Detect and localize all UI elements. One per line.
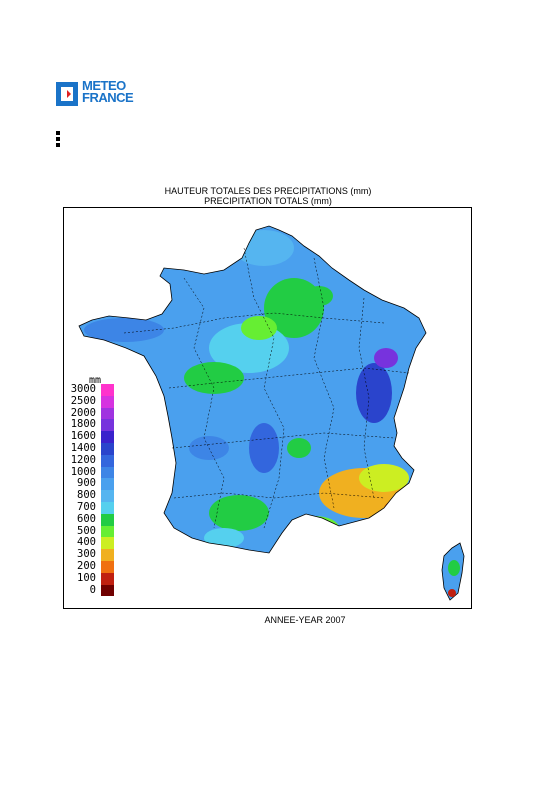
legend-unit: mm bbox=[89, 375, 102, 386]
legend-swatch bbox=[101, 395, 114, 408]
legend-swatch bbox=[101, 478, 114, 491]
legend-swatch bbox=[101, 513, 114, 526]
legend-label: 600 bbox=[77, 512, 96, 525]
legend-label: 700 bbox=[77, 500, 96, 513]
legend-swatch bbox=[101, 431, 114, 443]
legend-swatch bbox=[101, 584, 114, 597]
legend-swatch bbox=[101, 537, 114, 550]
year-label: ANNEE-YEAR 2007 bbox=[264, 615, 346, 625]
legend-label: 1800 bbox=[70, 418, 96, 431]
france-precipitation-map bbox=[78, 225, 465, 601]
legend-swatch bbox=[101, 525, 114, 538]
legend-label: 500 bbox=[77, 524, 96, 537]
small-marks bbox=[56, 131, 62, 149]
meteo-france-logo-icon bbox=[56, 82, 78, 106]
meteo-france-logo: METEO FRANCE bbox=[56, 78, 142, 108]
legend-label: 1200 bbox=[70, 453, 96, 466]
legend-label: 1000 bbox=[70, 465, 96, 478]
legend-label: 0 bbox=[89, 583, 96, 596]
legend-swatch bbox=[101, 454, 114, 467]
legend-swatch bbox=[101, 490, 114, 502]
logo-line-1: METEO bbox=[82, 78, 126, 93]
legend-swatch bbox=[101, 384, 114, 396]
legend-label: 200 bbox=[77, 559, 96, 572]
legend-swatch bbox=[101, 572, 114, 585]
logo-text: METEO FRANCE bbox=[82, 78, 134, 105]
legend-label: 3000 bbox=[70, 383, 96, 395]
map-subtitle: PRECIPITATION TOTALS (mm) bbox=[204, 196, 332, 206]
map-title: HAUTEUR TOTALES DES PRECIPITATIONS (mm) bbox=[164, 186, 372, 196]
legend-label: 1600 bbox=[70, 430, 96, 443]
legend-swatch bbox=[101, 407, 114, 420]
legend-label: 2000 bbox=[70, 406, 96, 419]
legend-label: 400 bbox=[77, 536, 96, 549]
legend-label: 1400 bbox=[70, 441, 96, 454]
map-frame bbox=[63, 207, 472, 609]
legend-swatch bbox=[101, 501, 114, 514]
legend-swatch bbox=[101, 549, 114, 561]
legend-swatch bbox=[101, 466, 114, 479]
logo-line-2: FRANCE bbox=[82, 90, 134, 105]
legend-label: 2500 bbox=[70, 394, 96, 407]
legend-swatch bbox=[101, 419, 114, 432]
legend-label: 900 bbox=[77, 477, 96, 490]
legend-swatch bbox=[101, 442, 114, 455]
legend-label: 100 bbox=[77, 571, 96, 584]
legend-swatch bbox=[101, 560, 114, 573]
legend-label: 300 bbox=[77, 548, 96, 561]
legend-label: 800 bbox=[77, 489, 96, 502]
